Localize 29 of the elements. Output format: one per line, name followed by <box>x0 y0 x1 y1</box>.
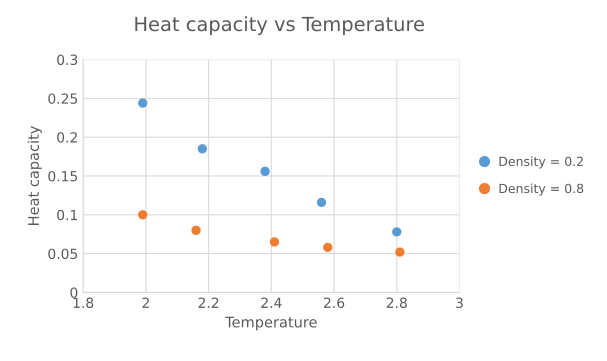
y-tick-label: 0.2 <box>57 132 77 143</box>
point <box>138 210 148 220</box>
y-tick-label: 0.1 <box>57 210 78 220</box>
y-tick-label: 0.25 <box>48 93 78 104</box>
point <box>191 226 201 235</box>
x-axis-title: Temperature <box>225 316 317 330</box>
point <box>138 98 148 108</box>
y-tick-label: 0.15 <box>48 170 78 182</box>
y-axis-title: Heat capacity <box>28 126 42 225</box>
x-tick-label: 2.8 <box>386 298 407 308</box>
legend-label: Density = 0.8 <box>500 183 584 196</box>
x-tick-label: 3 <box>456 298 463 308</box>
x-tick-label: 2.4 <box>261 298 282 308</box>
x-tick-label: 1.8 <box>74 298 94 308</box>
y-tick-label: 0 <box>70 287 78 298</box>
legend-label: Density = 0.2 <box>500 156 583 168</box>
point <box>198 144 207 154</box>
x-tick-label: 2.2 <box>198 298 218 308</box>
y-tick-label: 0.05 <box>48 248 78 260</box>
y-tick-label: 0.3 <box>57 54 78 66</box>
point <box>395 247 405 257</box>
point <box>323 242 332 252</box>
point <box>316 198 326 208</box>
point <box>392 227 402 237</box>
point <box>270 237 280 247</box>
x-tick-label: 2.6 <box>324 298 344 308</box>
x-tick-label: 2 <box>142 298 149 308</box>
chart-title: Heat capacity vs Temperature <box>135 16 424 36</box>
point <box>260 166 270 176</box>
